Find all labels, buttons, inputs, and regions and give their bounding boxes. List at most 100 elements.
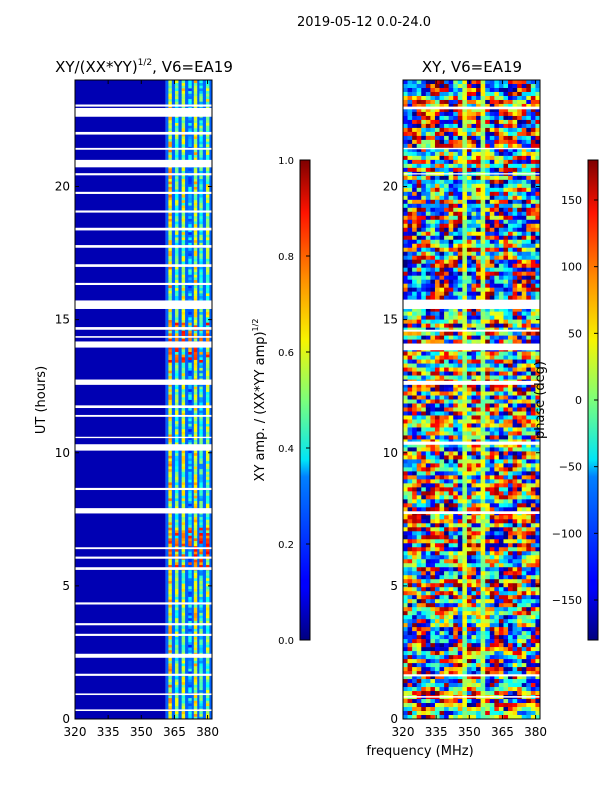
phase-cell	[480, 235, 486, 241]
phase-cell	[480, 307, 486, 312]
phase-cell	[503, 387, 509, 392]
phase-cell	[448, 243, 454, 249]
phase-cell	[425, 151, 431, 157]
phase-cell	[457, 175, 463, 181]
amplitude-cell	[193, 98, 198, 102]
phase-cell	[498, 139, 504, 145]
amplitude-cell	[175, 261, 179, 265]
phase-cell	[430, 415, 436, 420]
phase-cell	[425, 487, 431, 492]
phase-cell	[425, 279, 431, 284]
phase-cell	[453, 187, 459, 193]
amplitude-cell	[181, 593, 186, 597]
phase-cell	[425, 411, 431, 416]
amplitude-cell	[199, 423, 203, 427]
phase-cell	[485, 335, 491, 340]
phase-cell	[489, 283, 495, 288]
phase-cell	[439, 139, 445, 145]
masked-row	[75, 107, 212, 117]
amplitude-cell	[205, 319, 210, 323]
phase-cell	[407, 307, 413, 312]
phase-cell	[416, 487, 422, 492]
amplitude-cell	[181, 684, 186, 688]
phase-cell	[457, 367, 463, 372]
phase-cell	[485, 331, 491, 336]
amplitude-cell	[193, 620, 198, 624]
phase-cell	[498, 107, 504, 113]
phase-cell	[535, 83, 540, 89]
amplitude-cell	[193, 396, 198, 400]
phase-cell	[439, 403, 445, 408]
phase-cell	[444, 403, 449, 408]
phase-cell	[494, 415, 500, 420]
phase-cell	[512, 275, 518, 280]
phase-cell	[444, 207, 449, 213]
amplitude-cell	[181, 277, 186, 281]
phase-cell	[412, 267, 417, 272]
amplitude-cell	[193, 215, 198, 219]
amplitude-cell	[199, 186, 203, 190]
phase-cell	[453, 315, 459, 320]
amplitude-cell	[188, 372, 192, 376]
phase-cell	[453, 115, 459, 121]
phase-cell	[444, 135, 449, 141]
phase-cell	[517, 103, 523, 109]
amplitude-cell	[205, 178, 210, 182]
amplitude-cell	[199, 516, 203, 520]
phase-cell	[457, 131, 463, 137]
phase-cell	[416, 119, 422, 125]
phase-cell	[453, 307, 459, 312]
phase-cell	[498, 495, 504, 500]
phase-cell	[462, 499, 468, 504]
phase-cell	[530, 259, 536, 265]
phase-cell	[453, 311, 459, 316]
phase-cell	[416, 239, 422, 245]
phase-cell	[434, 187, 440, 193]
phase-cell	[416, 135, 422, 141]
phase-cell	[480, 459, 486, 464]
phase-cell	[498, 319, 504, 324]
phase-cell	[489, 403, 495, 408]
phase-cell	[517, 91, 523, 97]
phase-cell	[526, 155, 532, 161]
phase-cell	[462, 331, 468, 336]
phase-cell	[485, 147, 491, 153]
amplitude-cell	[199, 644, 203, 648]
phase-cell	[466, 291, 472, 296]
phase-cell	[494, 259, 500, 265]
amplitude-cell	[175, 537, 179, 542]
phase-cell	[416, 459, 422, 464]
phase-cell	[403, 459, 408, 464]
phase-cell	[403, 131, 408, 137]
phase-cell	[498, 203, 504, 209]
phase-cell	[466, 183, 472, 189]
phase-cell	[535, 187, 540, 193]
phase-cell	[466, 175, 472, 181]
phase-cell	[503, 467, 509, 472]
phase-cell	[421, 259, 427, 265]
amplitude-cell	[193, 591, 198, 595]
phase-cell	[512, 135, 518, 141]
amplitude-cell	[205, 143, 210, 147]
phase-cell	[416, 335, 422, 340]
phase-cell	[403, 207, 408, 213]
amplitude-cell	[193, 119, 198, 123]
phase-cell	[485, 399, 491, 404]
amplitude-cell	[168, 394, 172, 398]
phase-cell	[526, 363, 532, 368]
amplitude-cell	[175, 551, 179, 555]
phase-cell	[462, 215, 468, 221]
phase-cell	[526, 215, 532, 221]
phase-cell	[471, 83, 477, 89]
phase-cell	[526, 415, 532, 420]
amplitude-cell	[168, 703, 172, 707]
phase-cell	[521, 399, 527, 404]
phase-cell	[508, 431, 513, 436]
phase-cell	[485, 363, 491, 368]
phase-cell	[439, 451, 445, 456]
phase-cell	[494, 455, 500, 460]
phase-cell	[485, 387, 491, 392]
amplitude-cell	[199, 695, 203, 699]
amplitude-cell	[188, 394, 192, 398]
amplitude-cell	[199, 636, 203, 640]
